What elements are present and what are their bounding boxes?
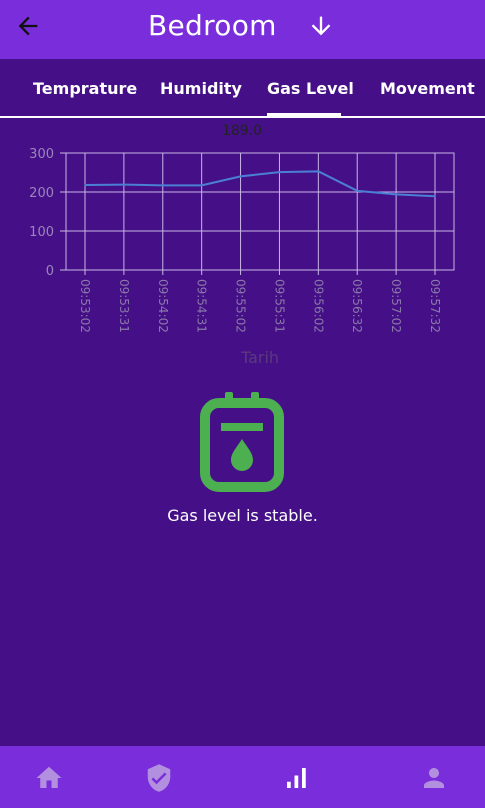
- chart-x-tick-label: 09:54:02: [156, 279, 170, 333]
- bottom-navigation: [0, 746, 485, 808]
- chart-data-point: [161, 184, 164, 187]
- chart-series-line: [84, 170, 436, 198]
- app-bar: Bedroom: [0, 0, 485, 59]
- chart-x-tick-label: 09:54:31: [195, 279, 209, 333]
- chart-data-point: [317, 170, 320, 173]
- chart-x-tick-label: 09:53:02: [78, 279, 92, 333]
- chart-x-tick-label: 09:56:32: [350, 279, 364, 333]
- gas-status-message: Gas level is stable.: [167, 506, 318, 525]
- chart-data-point: [84, 184, 86, 186]
- home-icon[interactable]: [34, 763, 64, 793]
- chart-data-point: [395, 193, 397, 196]
- arrow-down-icon[interactable]: [307, 12, 335, 40]
- tab-temprature[interactable]: Temprature: [33, 79, 138, 98]
- chart-x-tick-label: 09:56:02: [311, 279, 325, 333]
- bar-chart-icon[interactable]: [282, 763, 312, 793]
- chart-x-tick-label: 09:55:31: [272, 279, 286, 333]
- gas-canister-icon: [200, 392, 284, 492]
- page-title: Bedroom: [148, 9, 277, 42]
- chart-x-tick-label: 09:57:02: [389, 279, 403, 333]
- chart-data-point: [200, 184, 203, 187]
- chart-data-point: [239, 175, 242, 178]
- chart-x-tick-label: 09:53:31: [117, 279, 131, 333]
- chart-y-tick-label: 300: [29, 147, 54, 162]
- chart-y-tick-label: 100: [29, 225, 54, 240]
- chart-data-point: [356, 190, 359, 192]
- chart-y-tick-label: 200: [29, 186, 54, 201]
- tab-bar: Temprature Humidity Gas Level Movement: [0, 59, 485, 116]
- chart-data-point: [278, 171, 281, 173]
- chart-x-tick-label: 09:57:32: [428, 279, 442, 333]
- chart-x-axis-label: Tarih: [240, 348, 279, 367]
- shield-check-icon[interactable]: [144, 763, 174, 793]
- arrow-back-icon[interactable]: [14, 12, 42, 40]
- tab-movement[interactable]: Movement: [380, 79, 475, 98]
- person-icon[interactable]: [419, 763, 449, 793]
- chart-title: 189.0: [222, 123, 262, 139]
- chart-data-point: [123, 183, 125, 186]
- chart-x-tick-label: 09:55:02: [234, 279, 248, 333]
- tab-gas-level[interactable]: Gas Level: [267, 79, 354, 98]
- chart-y-tick-label: 0: [46, 264, 54, 279]
- chart-svg: 189.0 0 100 200 300 09:53:02 09:53:31 09:54:0…: [29, 123, 455, 367]
- tab-divider: [0, 116, 485, 118]
- gas-level-chart: 189.0 0 100 200 300 09:53:02 09:53:31 09:54:0…: [0, 118, 485, 370]
- chart-data-point: [434, 195, 436, 198]
- tab-humidity[interactable]: Humidity: [160, 79, 242, 98]
- tab-indicator: [267, 113, 341, 116]
